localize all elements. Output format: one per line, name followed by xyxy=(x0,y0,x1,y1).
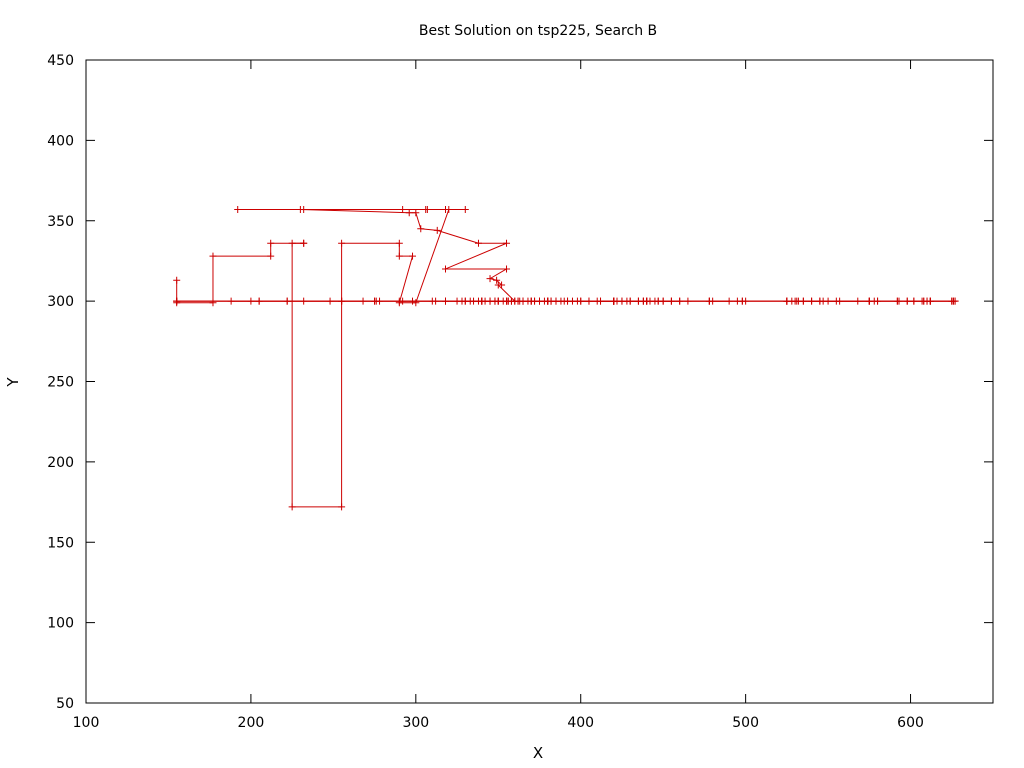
x-tick-label: 400 xyxy=(567,715,594,731)
x-tick-label: 100 xyxy=(73,715,100,731)
tour-segment xyxy=(437,229,479,244)
tour-segment xyxy=(489,268,507,280)
x-axis-label: X xyxy=(533,744,543,762)
x-tick-label: 600 xyxy=(897,715,924,731)
tour-segment xyxy=(445,242,507,270)
plot-frame xyxy=(85,59,994,704)
city-point xyxy=(433,226,441,234)
tour-segment xyxy=(496,279,502,286)
y-tick-label: 100 xyxy=(47,616,74,632)
x-tick-label: 500 xyxy=(732,715,759,731)
tour-segment xyxy=(398,255,414,303)
chart-title: Best Solution on tsp225, Search B xyxy=(419,23,657,39)
y-tick-label: 450 xyxy=(47,53,74,69)
tour-segment xyxy=(415,209,450,303)
city-point xyxy=(705,297,713,305)
tour-segment xyxy=(497,284,516,302)
tour-segment xyxy=(300,208,410,214)
y-tick-label: 350 xyxy=(47,214,74,230)
tour-segment xyxy=(415,212,422,229)
x-tick-label: 200 xyxy=(238,715,265,731)
city-point xyxy=(412,299,420,307)
city-point xyxy=(486,275,494,283)
y-tick-label: 200 xyxy=(47,455,74,471)
y-axis-label: Y xyxy=(4,377,22,388)
y-tick-label: 250 xyxy=(47,375,74,391)
y-tick-label: 150 xyxy=(47,535,74,551)
y-tick-label: 50 xyxy=(56,696,74,712)
y-tick-label: 300 xyxy=(47,294,74,310)
city-point xyxy=(412,209,420,217)
plot-layer xyxy=(173,205,959,511)
tick-layer: 100 200 300 400 500 600 50 100 150 200 250 300 350 40… xyxy=(47,53,993,731)
x-tick-label: 300 xyxy=(402,715,429,731)
y-tick-label: 400 xyxy=(47,133,74,149)
